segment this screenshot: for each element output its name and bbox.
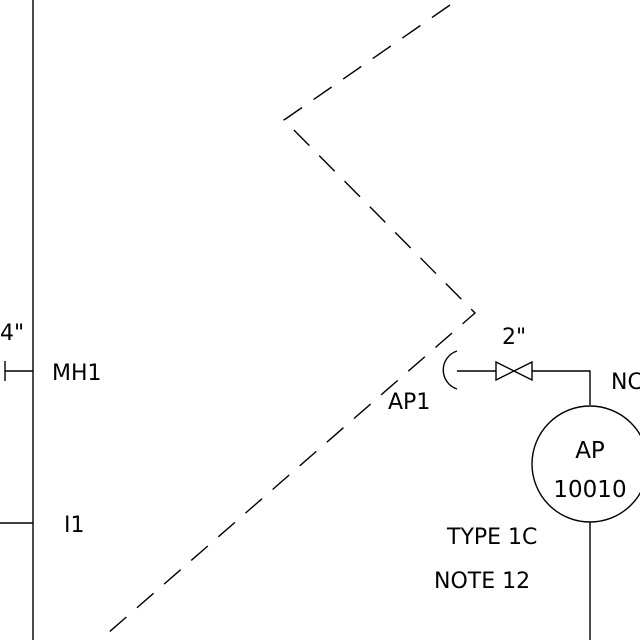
access-point-label: AP1 [388,390,430,415]
pipe-size-valve-label: 2" [502,325,526,350]
gate-valve-icon [495,360,533,382]
dashed-boundary-line [99,4,477,640]
equipment-tag-line2: 10010 [553,477,626,503]
normally-closed-label: NC [611,370,640,395]
ap1-connection-symbol [442,350,458,390]
valve-to-ap-pipe [532,370,591,405]
manhole-label: MH1 [52,361,102,386]
equipment-tag-circle [531,405,640,523]
pipe-size-left-label: 4" [0,321,24,346]
inlet-label: I1 [64,513,85,538]
note-label: NOTE 12 [434,569,530,594]
type-label: TYPE 1C [446,525,537,550]
equipment-tag-line1: AP [575,438,605,464]
